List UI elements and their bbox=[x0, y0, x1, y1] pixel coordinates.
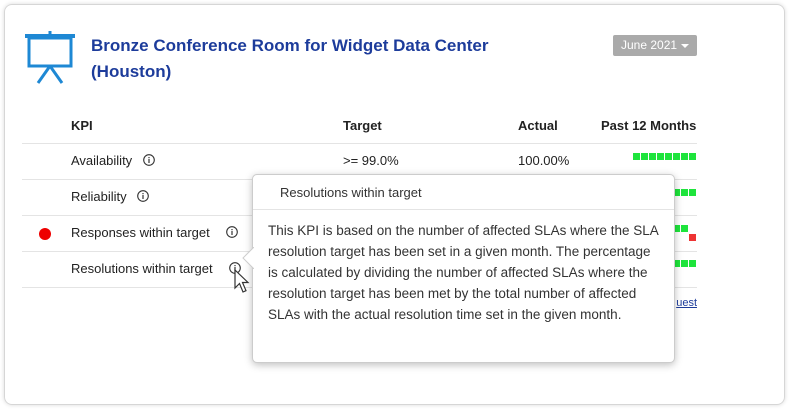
tooltip-separator bbox=[253, 209, 674, 210]
info-icon[interactable] bbox=[137, 190, 149, 202]
column-header: Target bbox=[343, 118, 382, 133]
column-header: Actual bbox=[518, 118, 558, 133]
tooltip-title: Resolutions within target bbox=[280, 185, 422, 200]
period-dropdown[interactable]: June 2021 bbox=[613, 35, 697, 56]
tooltip: Resolutions within target This KPI is ba… bbox=[242, 174, 675, 363]
tooltip-arrow bbox=[242, 247, 254, 269]
title: Bronze Conference Room for Widget Data C… bbox=[91, 36, 489, 81]
room-icon bbox=[25, 31, 75, 84]
kpi-name: Resolutions within target bbox=[71, 261, 213, 276]
sparkline bbox=[673, 260, 696, 267]
tooltip-body: This KPI is based on the number of affec… bbox=[268, 223, 658, 322]
sparklines bbox=[633, 153, 696, 241]
info-icon[interactable] bbox=[226, 226, 238, 238]
row-rule bbox=[22, 143, 697, 144]
column-header: KPI bbox=[71, 118, 93, 133]
card bbox=[4, 4, 785, 405]
kpi-name: Responses within target bbox=[71, 225, 210, 240]
kpi-actual: 100.00% bbox=[518, 153, 570, 168]
kpi-target: >= 99.0% bbox=[343, 153, 399, 168]
request-link[interactable]: uest bbox=[676, 297, 697, 309]
status-dot bbox=[39, 228, 51, 240]
kpi-name: Availability bbox=[71, 153, 133, 168]
column-header: Past 12 Months bbox=[601, 118, 697, 133]
mouse-cursor bbox=[234, 268, 250, 293]
info-icon[interactable] bbox=[143, 154, 155, 166]
kpi-name: Reliability bbox=[71, 189, 127, 204]
